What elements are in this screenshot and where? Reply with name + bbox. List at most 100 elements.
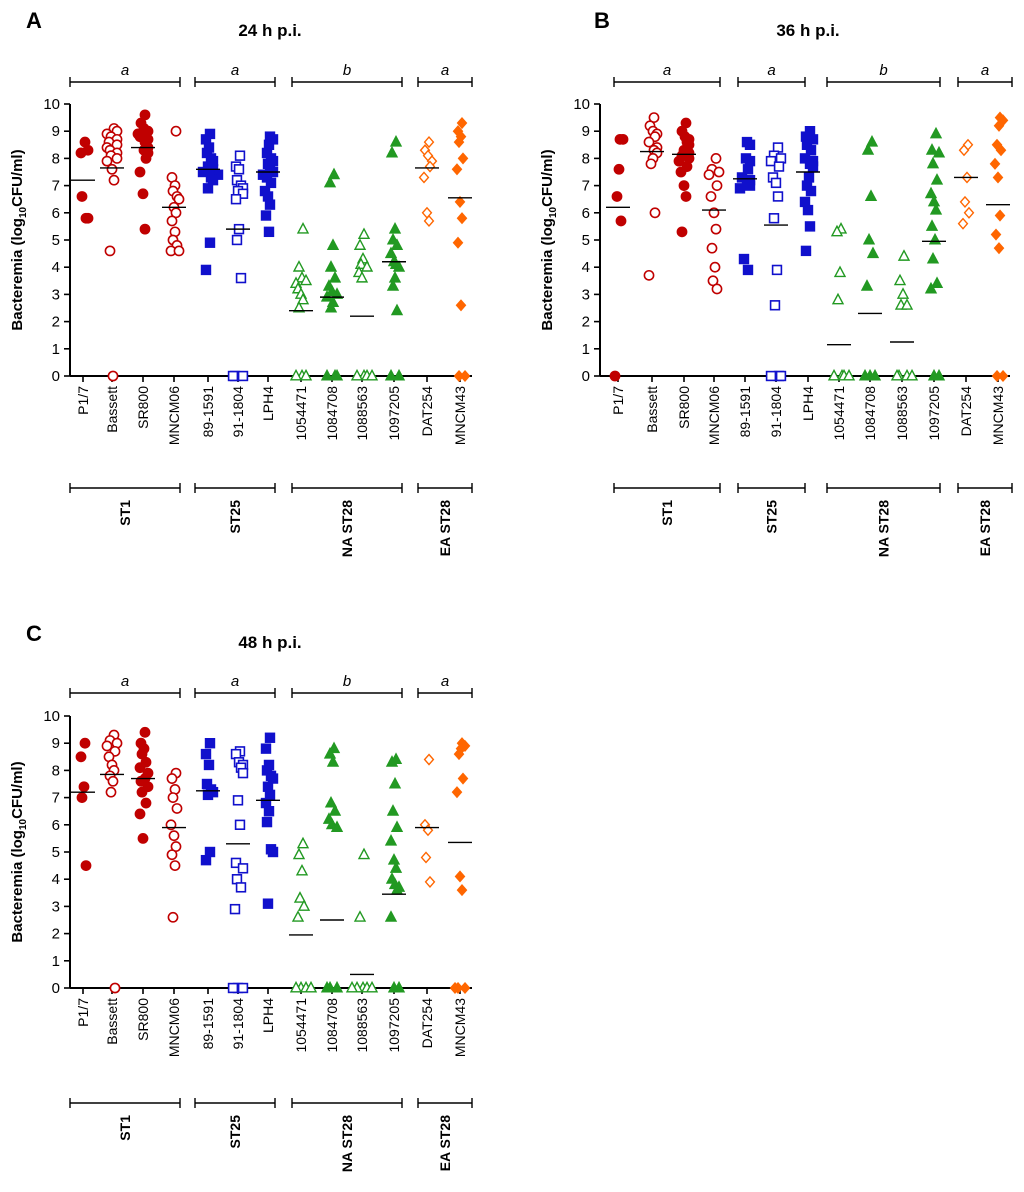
y-tick-label: 9 — [582, 123, 590, 140]
sig-letter: a — [767, 62, 775, 79]
data-point — [260, 743, 272, 754]
data-point — [423, 753, 435, 766]
x-tick-label: 91-1804 — [230, 998, 246, 1050]
data-point — [703, 169, 715, 181]
data-point — [264, 732, 276, 743]
data-point — [833, 265, 847, 278]
sig-letter: b — [343, 673, 351, 690]
data-point — [865, 134, 879, 147]
series-1088563 — [345, 847, 379, 993]
data-point — [744, 180, 756, 191]
data-point — [929, 126, 943, 139]
x-tick-label: Bassett — [104, 998, 120, 1045]
data-point — [386, 279, 400, 291]
data-point — [858, 368, 872, 381]
y-tick-label: 4 — [52, 259, 60, 276]
data-point — [861, 143, 875, 155]
data-point — [932, 145, 946, 158]
data-point — [106, 163, 118, 175]
data-point — [613, 163, 625, 175]
data-point — [261, 816, 273, 828]
data-point — [929, 202, 943, 215]
x-tick-label: 89-1591 — [200, 998, 216, 1050]
data-point — [357, 847, 371, 860]
y-tick-label: 0 — [52, 368, 60, 385]
data-point — [345, 980, 359, 993]
data-point — [101, 740, 113, 752]
y-tick-label: 8 — [52, 762, 60, 779]
data-point — [769, 300, 781, 311]
y-tick-label: 5 — [52, 232, 60, 249]
series-mncm43 — [448, 116, 472, 383]
data-point — [76, 191, 88, 202]
data-point — [387, 853, 401, 865]
data-point — [930, 276, 944, 289]
x-tick-label: LPH4 — [260, 998, 276, 1033]
data-point — [455, 299, 467, 312]
data-point — [959, 195, 971, 208]
series-lph4 — [256, 131, 280, 238]
data-point — [323, 746, 337, 759]
data-point — [457, 152, 469, 165]
x-tick-label: MNCM43 — [452, 386, 468, 445]
data-point — [389, 134, 403, 147]
data-point — [170, 125, 182, 137]
data-point — [330, 980, 344, 993]
data-point — [262, 898, 274, 909]
x-tick-label: 1088563 — [894, 386, 910, 441]
data-point — [678, 180, 690, 191]
data-point — [807, 134, 819, 145]
data-point — [384, 910, 398, 922]
series-sr800 — [131, 109, 155, 235]
data-point — [289, 980, 303, 993]
x-tick-label: 1097205 — [386, 386, 402, 441]
data-point — [963, 206, 975, 219]
x-tick-label: MNCM06 — [706, 386, 722, 445]
data-point — [611, 191, 623, 202]
data-point — [330, 287, 344, 299]
data-point — [108, 174, 120, 186]
data-point — [453, 748, 465, 761]
data-point — [459, 981, 471, 995]
y-tick-label: 8 — [582, 150, 590, 167]
sig-letter: a — [981, 62, 989, 79]
data-point — [802, 204, 814, 216]
data-point — [323, 175, 337, 188]
data-point — [456, 212, 468, 225]
series-89-1591 — [196, 737, 220, 866]
sig-letter: b — [879, 62, 887, 79]
data-point — [353, 910, 367, 922]
x-tick-label: 1097205 — [926, 386, 942, 441]
data-point — [451, 163, 463, 176]
data-point — [997, 369, 1009, 383]
x-tick-label: MNCM43 — [452, 998, 468, 1057]
data-point — [710, 223, 722, 235]
data-point — [109, 982, 121, 994]
group-label: EA ST28 — [437, 1115, 453, 1171]
data-point — [231, 234, 243, 246]
data-point — [384, 834, 398, 846]
x-tick-label: 1088563 — [354, 998, 370, 1053]
data-point — [418, 171, 430, 184]
series-mncm43 — [448, 737, 472, 995]
x-tick-label: MNCM06 — [166, 386, 182, 445]
data-point — [134, 808, 146, 820]
data-point — [423, 214, 435, 228]
series-bassett — [100, 729, 124, 994]
series-1084708 — [320, 167, 344, 381]
data-point — [680, 191, 692, 202]
data-point — [775, 370, 787, 382]
data-point — [456, 116, 468, 130]
data-point — [734, 183, 746, 194]
data-point — [101, 155, 113, 167]
sig-letter: a — [441, 62, 449, 79]
y-tick-label: 1 — [52, 341, 60, 358]
data-point — [388, 222, 402, 234]
data-point — [992, 171, 1004, 184]
x-tick-label: 1054471 — [831, 386, 847, 441]
data-point — [230, 857, 242, 869]
sig-letter: a — [121, 62, 129, 79]
sig-letter: a — [441, 673, 449, 690]
series-91-1804 — [226, 150, 250, 382]
data-point — [385, 755, 399, 767]
